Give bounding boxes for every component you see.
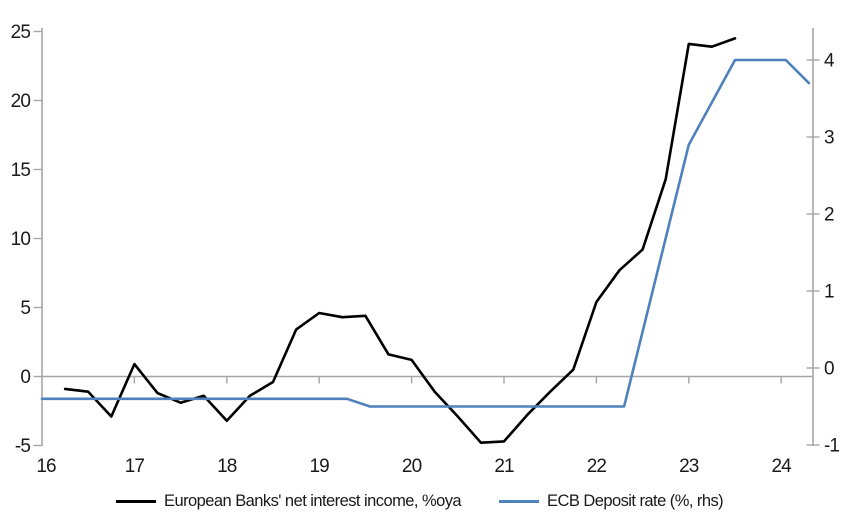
x-axis-tick-label: 21 (494, 456, 514, 477)
x-axis-tick-label: 22 (587, 456, 607, 477)
left-axis-tick-label: 25 (11, 22, 31, 43)
series-line-net-interest-income (63, 37, 737, 445)
legend-label-ecb-deposit-rate: ECB Deposit rate (%, rhs) (547, 492, 724, 510)
x-axis-tick-label: 20 (402, 456, 422, 477)
legend: European Banks' net interest income, %oy… (116, 491, 724, 511)
left-axis-tick-label: 20 (11, 91, 31, 112)
left-axis-tick-label: 5 (20, 298, 30, 319)
legend-item-net-interest-income: European Banks' net interest income, %oy… (116, 491, 462, 511)
right-axis-tick-label: 4 (824, 51, 835, 72)
right-axis-tick-label: -1 (824, 436, 839, 457)
legend-label-net-interest-income: European Banks' net interest income, %oy… (164, 492, 462, 510)
x-axis-tick-label: 17 (125, 456, 145, 477)
right-axis-tick-label: 0 (824, 359, 834, 380)
right-axis-tick-label: 2 (824, 205, 834, 226)
left-axis-tick-label: -5 (15, 436, 30, 457)
legend-item-ecb-deposit-rate: ECB Deposit rate (%, rhs) (499, 491, 724, 511)
x-axis-tick-label: 23 (679, 456, 699, 477)
series-line-ecb-deposit-rate (40, 58, 811, 408)
right-axis-tick-label: 3 (824, 128, 834, 149)
x-axis-tick-label: 24 (772, 456, 793, 477)
x-axis-tick-label: 19 (310, 456, 330, 477)
x-axis-tick-label: 18 (217, 456, 237, 477)
left-axis-tick-label: 15 (11, 160, 31, 181)
left-axis-tick-label: 10 (11, 229, 31, 250)
right-axis-tick-label: 1 (824, 282, 834, 303)
legend-swatch-blue-line (499, 499, 540, 503)
legend-swatch-black-line (116, 499, 156, 503)
left-axis-tick-label: 0 (20, 367, 30, 388)
x-axis-tick-label: 16 (36, 456, 56, 477)
